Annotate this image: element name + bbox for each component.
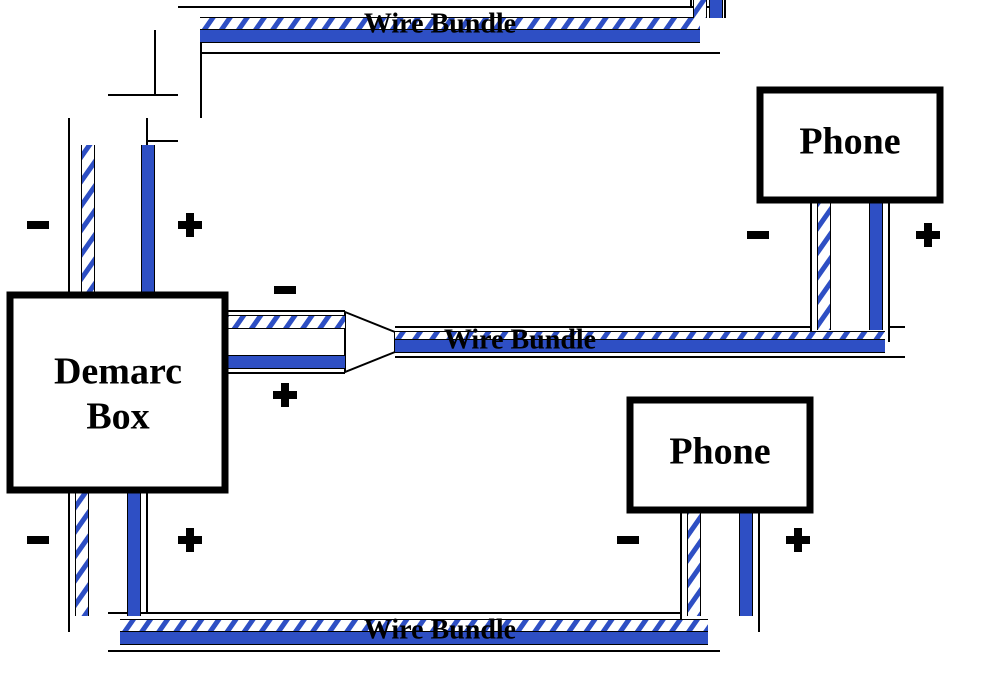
polarity-plus-v <box>794 528 802 552</box>
polarity-minus <box>747 231 769 239</box>
phone-bottom-label: Phone <box>669 431 770 473</box>
polarity-plus-v <box>281 383 289 407</box>
phone-top-label: Phone <box>799 121 900 163</box>
demarc-label-2: Box <box>86 396 149 438</box>
polarity-minus <box>274 286 296 294</box>
polarity-plus-v <box>186 213 194 237</box>
mid-taper <box>345 312 395 372</box>
polarity-minus <box>27 536 49 544</box>
polarity-minus <box>27 221 49 229</box>
wire-bundle-bot-label: Wire Bundle <box>364 614 516 645</box>
wire-bundle-mid-label: Wire Bundle <box>444 324 596 355</box>
polarity-minus <box>617 536 639 544</box>
polarity-plus-v <box>186 528 194 552</box>
polarity-plus-v <box>924 223 932 247</box>
demarc-label-1: Demarc <box>54 351 182 393</box>
wire-bundle-top-label: Wire Bundle <box>364 8 516 39</box>
